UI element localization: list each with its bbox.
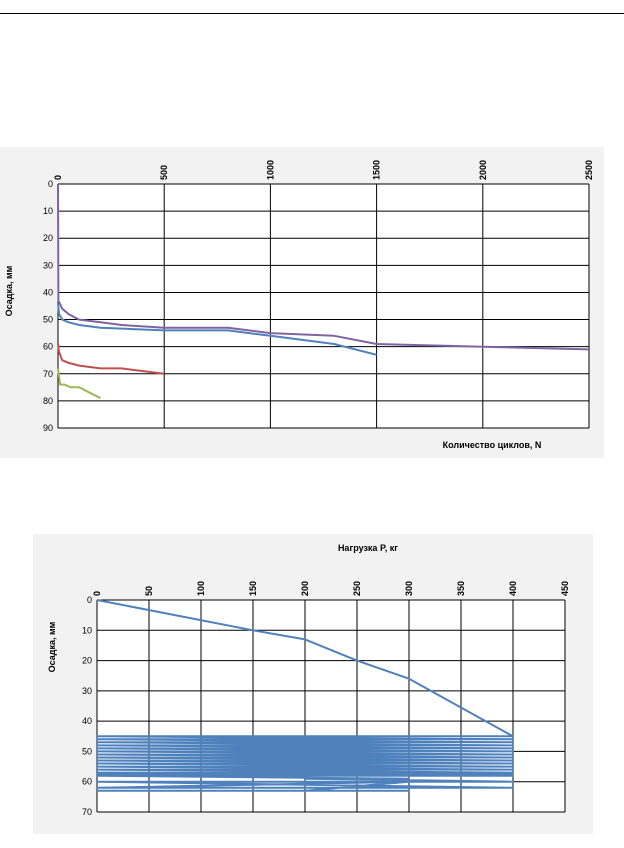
y-axis-title: Осадка, мм [47,621,57,672]
series-line-2 [57,303,377,356]
x-tick-label: 400 [508,581,518,596]
x-tick-label: 1000 [265,160,275,180]
x-tick-label: 2500 [584,160,594,180]
series-line-1 [57,183,590,351]
series-line-3 [57,343,165,375]
x-tick-label: 300 [404,581,414,596]
y-tick-label: 20 [43,233,53,243]
chart-load-svg: 0 50 100 150 200 250 300 350 400 450 0 10 20 30 40 50 60… [47,543,570,817]
x-axis-title: Количество циклов, N [443,440,542,450]
y-tick-label: 0 [87,595,92,605]
x-tick-label: 350 [456,581,466,596]
y-tick-label: 80 [43,396,53,406]
y-tick-label: 60 [82,777,92,787]
x-tick-label: 0 [53,175,63,180]
y-tick-label: 30 [43,260,53,270]
x-tick-label: 200 [300,581,310,596]
chart-cycles-svg: 0 500 1000 1500 2000 2500 0 10 20 30 40 50 60 70 80 90 О… [4,160,594,450]
y-tick-label: 40 [82,716,92,726]
y-tick-label: 60 [43,342,53,352]
y-tick-label: 10 [43,206,53,216]
x-axis-title: Нагрузка P, кг [338,543,398,553]
series-line-4 [57,368,101,400]
x-tick-label: 50 [144,586,154,596]
y-tick-label: 70 [82,807,92,817]
y-tick-label: 20 [82,656,92,666]
y-tick-label: 50 [43,315,53,325]
plot-area [58,184,589,428]
x-tick-label: 150 [248,581,258,596]
y-tick-label: 50 [82,746,92,756]
x-tick-label: 250 [352,581,362,596]
page-top-rule [0,13,624,14]
x-tick-label: 500 [159,165,169,180]
series-line-1 [96,599,514,792]
y-tick-label: 90 [43,423,53,433]
y-tick-label: 10 [82,625,92,635]
y-tick-label: 30 [82,686,92,696]
y-tick-label: 0 [48,179,53,189]
x-tick-label: 100 [196,581,206,596]
x-tick-label: 2000 [478,160,488,180]
y-axis-title: Осадка, мм [4,265,14,316]
x-tick-label: 1500 [372,160,382,180]
plot-area [97,600,565,812]
chart-cycles-panel: 0 500 1000 1500 2000 2500 0 10 20 30 40 50 60 70 80 90 О… [0,147,604,458]
y-tick-label: 40 [43,287,53,297]
x-tick-label: 450 [560,581,570,596]
x-tick-label: 0 [92,591,102,596]
y-tick-label: 70 [43,369,53,379]
chart-load-panel: 0 50 100 150 200 250 300 350 400 450 0 10 20 30 40 50 60… [33,534,593,834]
